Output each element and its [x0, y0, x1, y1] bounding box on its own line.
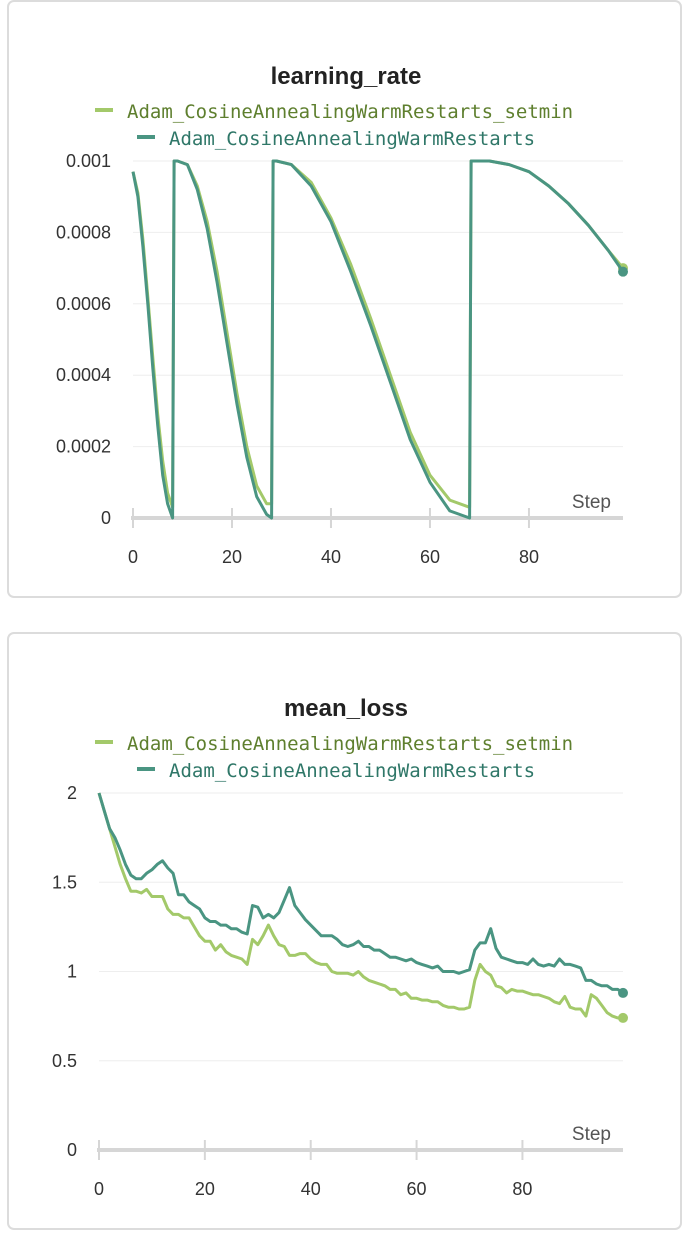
x-tick-label: 40 [301, 1179, 321, 1199]
series-line [97, 792, 624, 995]
y-tick-label: 0 [101, 508, 111, 528]
x-axis-label: Step [572, 1124, 611, 1145]
y-tick-label: 0.0008 [56, 222, 111, 242]
y-tick-label: 0.0002 [56, 437, 111, 457]
legend-label: Adam_CosineAnnealingWarmRestarts_setmin [127, 733, 573, 755]
legend-label: Adam_CosineAnnealingWarmRestarts [169, 128, 535, 150]
x-axis-label: Step [572, 492, 611, 513]
learning-rate-chart: learning_rate Adam_CosineAnnealingWarmRe… [56, 63, 628, 567]
y-tick-label: 0.5 [52, 1051, 77, 1071]
x-tick-label: 0 [94, 1179, 104, 1199]
series-end-point [618, 987, 628, 998]
mean-loss-chart: mean_loss Adam_CosineAnnealingWarmRestar… [52, 695, 628, 1199]
x-tick-label: 0 [128, 547, 138, 567]
y-tick-label: 0 [67, 1140, 77, 1160]
mean-loss-panel: mean_loss Adam_CosineAnnealingWarmRestar… [7, 632, 682, 1230]
learning-rate-panel: learning_rate Adam_CosineAnnealingWarmRe… [7, 0, 682, 598]
y-tick-label: 1 [67, 962, 77, 982]
x-tick-label: 40 [321, 547, 341, 567]
y-tick-label: 0.0006 [56, 294, 111, 314]
x-tick-label: 80 [512, 1179, 532, 1199]
y-tick-label: 0.0004 [56, 365, 111, 385]
series-end-point [618, 1012, 628, 1023]
y-tick-label: 0.001 [66, 151, 111, 171]
x-tick-label: 20 [195, 1179, 215, 1199]
legend-label: Adam_CosineAnnealingWarmRestarts_setmin [127, 101, 573, 123]
x-tick-label: 60 [420, 547, 440, 567]
y-tick-label: 2 [67, 783, 77, 803]
y-tick-label: 1.5 [52, 872, 77, 892]
chart-title: learning_rate [271, 63, 422, 90]
chart-title: mean_loss [284, 695, 408, 722]
series-end-point [618, 266, 628, 277]
x-tick-label: 80 [519, 547, 539, 567]
x-tick-label: 20 [222, 547, 242, 567]
series-line [131, 159, 625, 509]
x-tick-label: 60 [407, 1179, 427, 1199]
legend-label: Adam_CosineAnnealingWarmRestarts [169, 760, 535, 782]
series-line [97, 792, 623, 1020]
series-line [131, 159, 625, 520]
